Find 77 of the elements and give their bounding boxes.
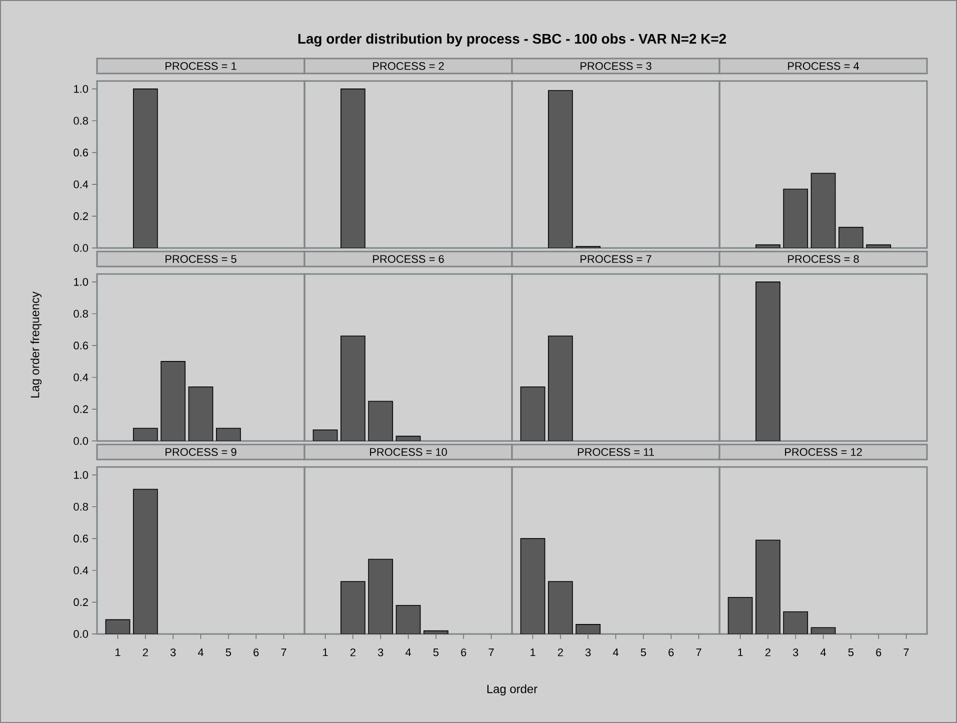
bar [160,361,186,441]
chart-title: PROCESS = 12 [785,448,862,456]
chart-title: PROCESS = 2 [373,62,444,70]
y-tick-label: 0.0 [74,244,88,252]
bar [810,172,836,248]
y-tick-label: 0.2 [74,405,88,414]
y-tick-label: 0.8 [74,502,88,511]
bar [313,430,338,441]
chart-title: PROCESS = 5 [166,255,236,263]
bar [783,611,808,634]
x-tick-label: 1 [738,648,743,656]
x-tick-label: 4 [612,648,618,656]
x-tick-label: 2 [558,648,563,656]
x-tick-label: 7 [696,648,702,656]
y-tick-label: 0.6 [74,342,88,350]
bar [838,226,864,248]
bar [396,604,421,634]
x-tick-label: 2 [765,648,770,656]
x-tick-label: 6 [461,648,466,656]
bar [368,558,394,634]
x-tick-label: 6 [876,648,882,656]
y-tick-label: 1.0 [74,85,88,93]
bar [783,188,808,248]
y-tick-label: 0.6 [74,534,88,542]
chart-title: PROCESS = 4 [788,62,860,70]
chart-title: PROCESS = 1 [166,62,236,70]
y-tick-label: 1.0 [74,278,88,286]
chart-title: PROCESS = 11 [578,448,654,456]
bar [728,597,753,634]
bar [340,336,366,441]
y-tick-label: 1.0 [74,471,88,479]
y-tick-label: 0.6 [74,148,88,156]
y-tick-label: 0.0 [74,437,88,445]
bar [755,540,780,634]
x-tick-label: 5 [433,648,438,656]
x-tick-label: 4 [820,648,826,656]
x-tick-label: 6 [668,648,674,656]
chart-title: PROCESS = 3 [580,62,652,70]
bar [188,386,214,441]
x-tick-label: 5 [848,648,854,656]
chart-title: PROCESS = 6 [373,255,444,263]
text: Lag order distribution by process - SBC - 100 obs - VAR N=2 K=2 [298,33,726,47]
x-tick-label: 4 [198,648,204,656]
y-tick-label: 0.2 [74,598,88,606]
bar [133,428,158,441]
x-tick-label: 3 [792,648,798,656]
x-tick-label: 7 [488,648,494,656]
chart-title: PROCESS = 7 [580,255,652,263]
x-axis-title: Lag order [487,684,538,696]
bar [368,400,394,441]
y-tick-label: 0.0 [74,630,88,638]
y-tick-label: 0.4 [74,373,88,382]
y-tick-label: 0.2 [74,212,88,220]
x-tick-label: 7 [904,648,909,656]
x-tick-label: 5 [226,648,231,656]
x-tick-label: 7 [281,648,286,656]
x-tick-label: 5 [640,648,646,656]
chart-title: PROCESS = 10 [370,448,447,456]
y-tick-label: 0.8 [74,310,88,318]
x-tick-label: 6 [254,648,259,656]
chart-title: PROCESS = 8 [788,255,859,263]
bar [216,428,241,441]
x-tick-label: 3 [378,648,384,656]
y-axis-title: Lag order frequency [30,292,42,398]
y-tick-label: 0.4 [74,566,88,574]
chart-title: PROCESS = 9 [166,448,236,456]
x-tick-label: 2 [142,648,148,656]
x-tick-label: 1 [530,648,536,656]
x-tick-label: 1 [116,648,120,656]
y-tick-label: 0.8 [74,116,88,125]
y-tick-label: 0.4 [74,180,88,188]
bar [340,581,366,634]
x-tick-label: 2 [350,648,356,656]
x-tick-label: 3 [170,648,176,656]
x-tick-label: 4 [405,648,411,656]
x-tick-label: 1 [323,648,328,656]
x-tick-label: 3 [585,648,591,656]
